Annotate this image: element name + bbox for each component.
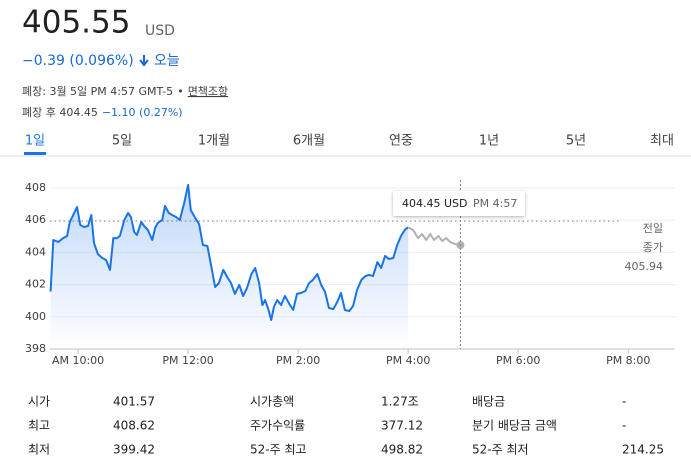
stat-value: 408.62 (113, 419, 155, 433)
y-tick-label: 400 (25, 310, 46, 323)
stat-label: 시가총액 (250, 395, 294, 409)
x-tick-label: PM 8:00 (606, 354, 650, 367)
stat-value: 214.25 (622, 443, 664, 457)
period: 오늘 (154, 53, 180, 69)
stat-label: 분기 배당금 금액 (472, 419, 557, 433)
close-info: 폐장: 3월 5일 PM 4:57 GMT-5 • 면책조항 (22, 84, 228, 98)
stats-table: 시가 401.57 시가총액 1.27조 배당금 - 최고 408.62 주가수익률 377.12… (28, 395, 664, 457)
after-hours-price: 폐장 후 404.45 (22, 106, 98, 119)
stat-value: 1.27조 (381, 395, 419, 409)
tab-indicator (24, 152, 46, 155)
tab[interactable]: 최대 (650, 134, 674, 149)
stat-label: 최저 (28, 443, 50, 457)
stat-label: 52-주 최고 (250, 443, 307, 457)
tooltip-time: PM 4:57 (473, 197, 517, 210)
stat-value: 399.42 (113, 443, 155, 457)
tab[interactable]: 1개월 (198, 134, 230, 149)
x-tick-label: PM 6:00 (496, 354, 540, 367)
price-area (50, 184, 409, 349)
stat-value: 498.82 (381, 443, 423, 457)
stat-label: 최고 (28, 419, 50, 433)
stat-label: 주가수익률 (250, 419, 305, 433)
price-line (407, 226, 461, 247)
y-tick-label: 398 (25, 342, 46, 355)
tooltip-value: 404.45 USD (402, 197, 468, 210)
previous-close-label: 전일 (643, 221, 663, 235)
stat-value: 401.57 (113, 395, 155, 409)
chart: 398 400 402 404 406 408 AM 10:00 PM 12:00 PM 2:0… (25, 180, 675, 367)
previous-close-value: 405.94 (625, 260, 664, 273)
price-line (49, 183, 409, 321)
x-tick-label: PM 2:00 (276, 354, 320, 367)
tab[interactable]: 연중 (389, 134, 413, 149)
tooltip-box (393, 191, 525, 216)
after-hours: 폐장 후 404.45 −1.10 (0.27%) (22, 106, 183, 119)
tab[interactable]: 6개월 (293, 134, 325, 149)
x-tick-label: PM 12:00 (162, 354, 213, 367)
stat-label: 52-주 최저 (472, 443, 529, 457)
down-arrow-icon (139, 55, 149, 67)
stat-value: - (622, 395, 626, 409)
tab[interactable]: 5년 (566, 134, 586, 149)
stat-value: 377.12 (381, 419, 423, 433)
y-tick-label: 402 (25, 278, 46, 291)
y-tick-label: 404 (25, 245, 46, 258)
tab[interactable]: 1년 (479, 134, 499, 149)
x-tick-label: AM 10:00 (52, 354, 104, 367)
tabs: 1일 5일 1개월 6개월 연중 1년 5년 최대 (24, 134, 674, 155)
currency: USD (145, 23, 175, 39)
stat-label: 시가 (28, 395, 50, 409)
tab[interactable]: 1일 (25, 134, 45, 149)
stat-label: 배당금 (472, 395, 505, 409)
previous-close-label: 종가 (643, 241, 663, 254)
price: 405.55 (22, 5, 130, 41)
change: −0.39 (0.096%) (22, 53, 134, 69)
close-time: 폐장: 3월 5일 PM 4:57 GMT-5 (22, 84, 173, 98)
stat-value: - (622, 419, 626, 433)
disclaimer-link[interactable]: 면책조항 (188, 85, 228, 98)
x-tick-label: PM 4:00 (386, 354, 430, 367)
separator: • (177, 85, 184, 98)
tab[interactable]: 5일 (112, 134, 132, 149)
y-tick-label: 406 (25, 213, 46, 226)
y-tick-label: 408 (25, 181, 46, 194)
after-hours-change: −1.10 (0.27%) (102, 106, 183, 119)
